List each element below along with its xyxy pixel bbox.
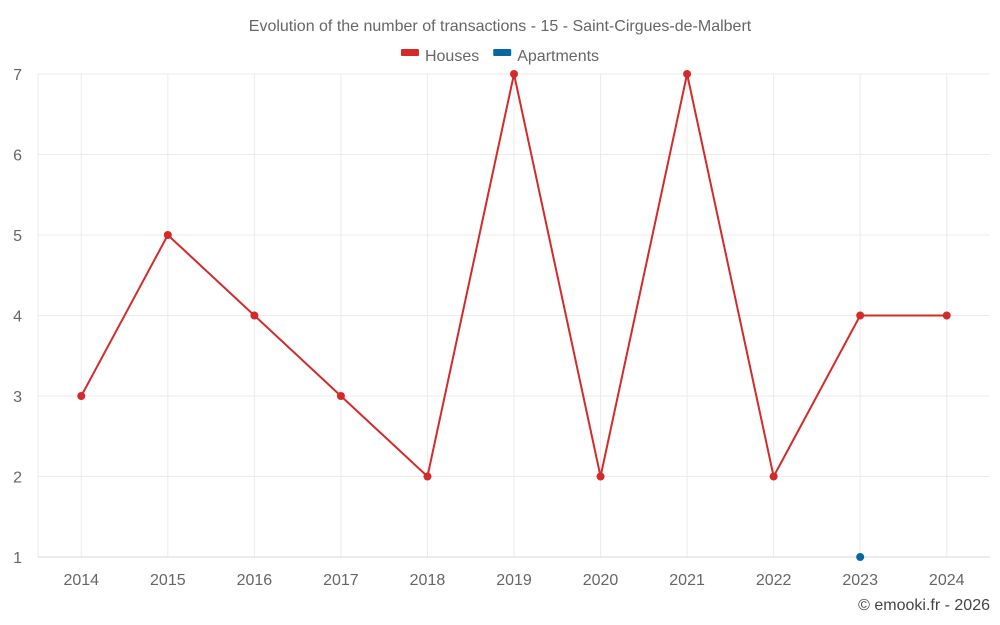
series-layer bbox=[77, 70, 951, 561]
legend-item-apartments[interactable]: Apartments bbox=[493, 48, 599, 65]
data-point-houses-2021[interactable] bbox=[683, 70, 692, 78]
y-tick-label: 6 bbox=[13, 148, 22, 165]
grid bbox=[37, 73, 990, 558]
data-point-houses-2019[interactable] bbox=[510, 70, 518, 78]
x-tick-label: 2018 bbox=[410, 572, 446, 589]
chart-title: Evolution of the number of transactions … bbox=[249, 18, 752, 35]
legend: Houses Apartments bbox=[400, 48, 599, 65]
y-tick-label: 2 bbox=[13, 470, 22, 487]
legend-item-houses[interactable]: Houses bbox=[400, 48, 479, 65]
data-point-houses-2020[interactable] bbox=[596, 472, 605, 481]
data-point-houses-2023[interactable] bbox=[856, 311, 865, 320]
x-tick-label: 2020 bbox=[583, 572, 619, 589]
x-tick-label: 2015 bbox=[150, 572, 186, 589]
x-tick-label: 2021 bbox=[669, 572, 705, 589]
data-point-houses-2022[interactable] bbox=[769, 472, 778, 481]
data-point-houses-2018[interactable] bbox=[423, 472, 432, 481]
y-tick-label: 5 bbox=[13, 228, 22, 245]
x-tick-label: 2023 bbox=[842, 572, 878, 589]
x-tick-label: 2014 bbox=[63, 572, 99, 589]
y-axis-ticks: 1 2 3 4 5 6 7 bbox=[13, 67, 22, 567]
data-point-houses-2016[interactable] bbox=[250, 311, 259, 320]
legend-swatch bbox=[400, 49, 419, 56]
y-tick-label: 7 bbox=[13, 67, 22, 84]
data-point-apartments-2023[interactable] bbox=[856, 553, 865, 561]
data-point-houses-2024[interactable] bbox=[942, 311, 951, 320]
x-axis-ticks: 2014 2015 2016 2017 2018 2019 2020 2021 2022 2023… bbox=[63, 572, 964, 589]
y-tick-label: 1 bbox=[13, 550, 22, 567]
x-tick-label: 2024 bbox=[929, 572, 965, 589]
y-tick-label: 3 bbox=[13, 389, 22, 406]
x-tick-label: 2022 bbox=[756, 572, 792, 589]
legend-swatch bbox=[493, 49, 512, 56]
y-tick-label: 4 bbox=[13, 309, 22, 326]
data-point-houses-2017[interactable] bbox=[336, 392, 345, 400]
x-tick-label: 2016 bbox=[237, 572, 273, 589]
data-point-houses-2015[interactable] bbox=[163, 231, 172, 239]
legend-label: Apartments bbox=[517, 48, 599, 65]
credit-text: © emooki.fr - 2026 bbox=[858, 597, 990, 614]
data-point-houses-2014[interactable] bbox=[77, 392, 86, 400]
x-tick-label: 2017 bbox=[323, 572, 359, 589]
x-tick-label: 2019 bbox=[496, 572, 532, 589]
legend-label: Houses bbox=[425, 48, 479, 65]
